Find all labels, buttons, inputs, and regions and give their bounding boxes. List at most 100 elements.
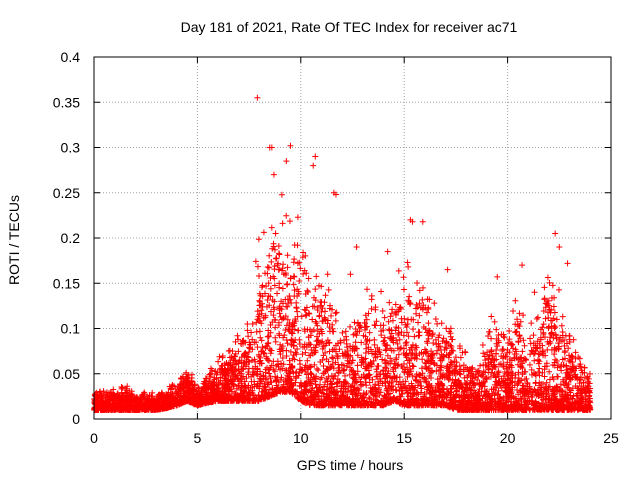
data-point	[441, 335, 447, 341]
data-point	[547, 340, 553, 346]
data-point	[439, 320, 445, 326]
data-point	[480, 350, 486, 356]
data-point	[383, 346, 389, 352]
data-point	[389, 306, 395, 312]
data-point	[545, 274, 551, 280]
data-point	[535, 314, 541, 320]
data-point	[269, 225, 275, 231]
data-point	[328, 313, 334, 319]
data-point	[560, 314, 566, 320]
data-point	[272, 247, 278, 253]
data-point	[296, 260, 302, 266]
data-point	[276, 251, 282, 257]
data-point	[265, 297, 271, 303]
data-point	[462, 349, 468, 355]
data-point	[256, 298, 262, 304]
data-point	[425, 305, 431, 311]
data-point	[419, 356, 425, 362]
data-point	[284, 281, 290, 287]
data-point	[257, 355, 263, 361]
data-point	[396, 268, 402, 274]
data-point	[528, 320, 534, 326]
data-point	[510, 308, 516, 314]
data-point	[292, 287, 298, 293]
data-point	[552, 324, 558, 330]
data-point	[329, 354, 335, 360]
data-point	[411, 334, 417, 340]
data-point	[458, 355, 464, 361]
data-point	[527, 335, 533, 341]
data-point	[215, 359, 221, 365]
data-point	[234, 333, 240, 339]
data-point	[259, 284, 265, 290]
data-point	[321, 299, 327, 305]
data-point	[333, 310, 339, 316]
data-point	[509, 341, 515, 347]
data-point	[280, 285, 286, 291]
data-point	[260, 283, 266, 289]
data-point	[554, 316, 560, 322]
data-point	[257, 328, 263, 334]
data-point	[326, 287, 332, 293]
data-point	[364, 286, 370, 292]
data-point	[249, 379, 255, 385]
data-point	[354, 332, 360, 338]
data-point	[315, 367, 321, 373]
data-point	[220, 353, 226, 359]
data-point	[273, 230, 279, 236]
data-point	[333, 318, 339, 324]
data-point	[506, 336, 512, 342]
data-point	[501, 335, 507, 341]
data-point	[351, 319, 357, 325]
data-point	[414, 280, 420, 286]
data-point	[273, 339, 279, 345]
data-point	[556, 287, 562, 293]
data-point	[287, 218, 293, 224]
data-point	[261, 229, 267, 235]
data-point	[259, 337, 265, 343]
data-point	[254, 344, 260, 350]
data-point	[322, 292, 328, 298]
data-point	[367, 330, 373, 336]
data-point	[339, 330, 345, 336]
data-point	[294, 309, 300, 315]
data-point	[283, 213, 289, 219]
data-point	[386, 319, 392, 325]
data-point	[522, 343, 528, 349]
data-point	[380, 308, 386, 314]
data-point	[398, 316, 404, 322]
data-point	[312, 286, 318, 292]
data-point	[274, 290, 280, 296]
data-point	[372, 342, 378, 348]
data-point	[280, 220, 286, 226]
data-point	[271, 266, 277, 272]
data-point	[302, 350, 308, 356]
data-point	[453, 354, 459, 360]
data-point	[480, 342, 486, 348]
data-point	[551, 304, 557, 310]
data-point	[268, 286, 274, 292]
data-point	[306, 276, 312, 282]
data-point	[461, 375, 467, 381]
data-point	[512, 298, 518, 304]
data-point	[488, 336, 494, 342]
data-point	[285, 252, 291, 258]
data-point	[256, 236, 262, 242]
data-point	[250, 321, 256, 327]
data-point	[477, 363, 483, 369]
data-point	[530, 332, 536, 338]
grid-layer	[94, 57, 611, 419]
data-point	[416, 329, 422, 335]
data-point	[493, 327, 499, 333]
data-point	[285, 340, 291, 346]
data-point	[560, 329, 566, 335]
data-point	[245, 333, 251, 339]
data-point	[244, 321, 250, 327]
data-point	[523, 376, 529, 382]
data-point	[291, 282, 297, 288]
data-point	[254, 329, 260, 335]
data-point	[343, 328, 349, 334]
data-point	[266, 265, 272, 271]
